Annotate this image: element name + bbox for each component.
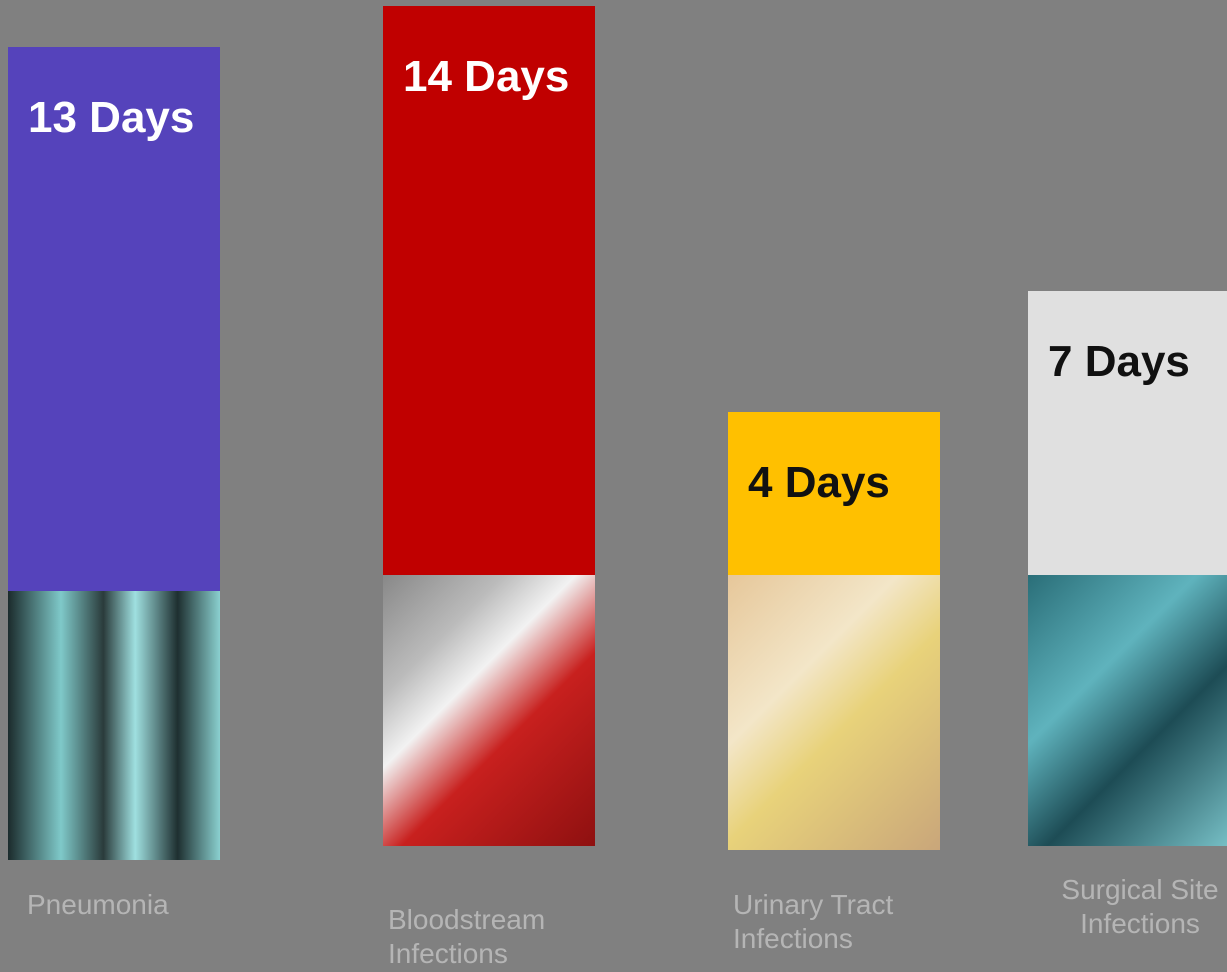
bar (728, 412, 940, 575)
value-label: 7 Days (1048, 336, 1190, 386)
photo (8, 591, 220, 860)
value-label: 14 Days (403, 52, 570, 101)
category-label: Pneumonia (27, 889, 169, 920)
category-label: Urinary Tract Infections (733, 889, 894, 954)
category-label: Surgical Site Infections (1061, 874, 1219, 939)
bar (1028, 290, 1227, 575)
photo (383, 575, 595, 846)
value-label: 4 Days (748, 458, 890, 508)
value-label: 13 Days (28, 92, 195, 142)
bar (383, 6, 595, 575)
photo (728, 575, 940, 850)
bar (8, 46, 220, 591)
photo (1028, 575, 1227, 846)
category-label: Bloodstream Infections (388, 904, 546, 969)
